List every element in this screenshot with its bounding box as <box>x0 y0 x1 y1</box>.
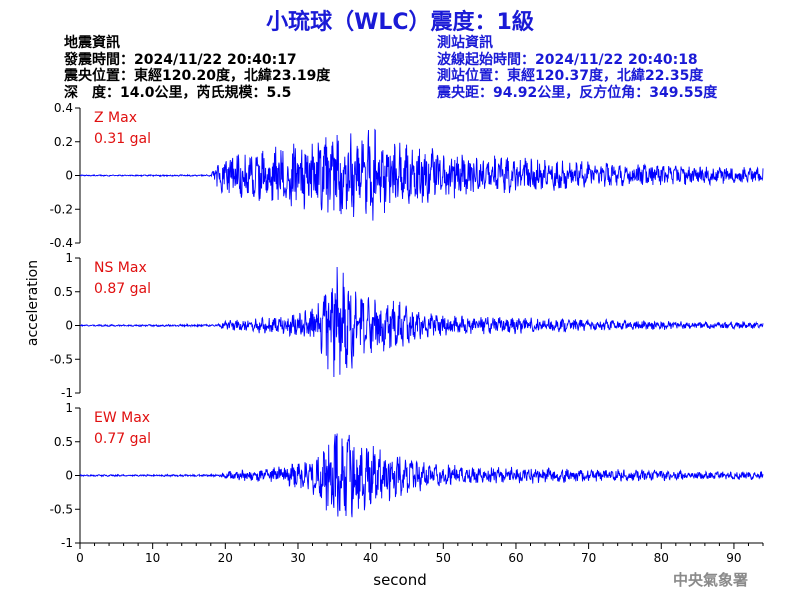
x-tick-label: 40 <box>363 551 378 565</box>
earthquake-info-heading: 地震資訊 <box>64 35 120 51</box>
y-tick-label: 0 <box>65 169 73 183</box>
x-tick-label: 20 <box>218 551 233 565</box>
x-axis-label: second <box>373 571 427 589</box>
origin-time: 發震時間：2024/11/22 20:40:17 <box>64 51 297 68</box>
max-value: 0.87 gal <box>94 281 151 297</box>
x-tick-label: 50 <box>436 551 451 565</box>
epicentral-distance: 震央距：94.92公里，反方位角：349.55度 <box>437 84 718 101</box>
max-value: 0.77 gal <box>94 431 151 447</box>
max-label: Z Max <box>94 110 137 126</box>
y-axis-label: acceleration <box>25 260 41 346</box>
station-location: 測站位置：東經120.37度，北緯22.35度 <box>437 68 704 84</box>
station-info: 測站資訊 波線起始時間：2024/11/22 20:40:18 測站位置：東經120… <box>437 35 717 101</box>
waveform-trace-ew <box>79 433 764 518</box>
y-tick-label: -0.4 <box>50 236 73 250</box>
x-tick-label: 60 <box>508 551 523 565</box>
x-tick-label: 80 <box>654 551 669 565</box>
y-tick-label: 0.5 <box>54 435 73 449</box>
y-tick-label: 1 <box>65 251 73 265</box>
y-tick-label: -0.2 <box>50 202 73 216</box>
x-tick-label: 90 <box>726 551 741 565</box>
earthquake-info: 地震資訊 發震時間：2024/11/22 20:40:17 震央位置：東經120.2… <box>64 35 330 101</box>
station-info-heading: 測站資訊 <box>437 35 493 51</box>
y-tick-label: 0.5 <box>54 285 73 299</box>
epicenter-location: 震央位置：東經120.20度，北緯23.19度 <box>64 68 331 84</box>
y-tick-label: 0.4 <box>54 101 73 115</box>
depth-magnitude: 深 度：14.0公里，芮氏規模：5.5 <box>64 84 292 101</box>
x-tick-label: 10 <box>145 551 160 565</box>
x-tick-label: 0 <box>76 551 84 565</box>
x-axis: 0 10 20 30 40 50 60 70 80 90 <box>76 542 764 565</box>
y-tick-label: 1 <box>65 401 73 415</box>
y-tick-label: -1 <box>61 386 73 400</box>
waveform-trace-z <box>79 128 764 221</box>
agency-credit: 中央氣象署 <box>672 571 748 589</box>
panel-ns: -1 -0.5 0 0.5 1 NS Max 0.87 gal <box>50 251 764 400</box>
y-tick-label: -1 <box>61 536 73 550</box>
max-label: NS Max <box>94 260 147 276</box>
x-tick-label: 70 <box>581 551 596 565</box>
y-tick-label: -0.5 <box>50 502 73 516</box>
panel-z: -0.4 -0.2 0 0.2 0.4 Z Max 0.31 gal <box>50 101 764 250</box>
max-label: EW Max <box>94 410 150 426</box>
y-tick-label: 0 <box>65 469 73 483</box>
y-tick-label: -0.5 <box>50 352 73 366</box>
waveform-trace-ns <box>79 266 764 378</box>
y-tick-label: 0 <box>65 319 73 333</box>
page-title: 小琉球（WLC）震度：1級 <box>266 10 534 35</box>
wave-start-time: 波線起始時間：2024/11/22 20:40:18 <box>437 51 698 68</box>
seismogram-panels: -0.4 -0.2 0 0.2 0.4 Z Max 0.31 gal -1 -0.5 0 0.5 1 N… <box>50 101 764 565</box>
panel-ew: -1 -0.5 0 0.5 1 EW Max 0.77 gal <box>50 401 764 550</box>
max-value: 0.31 gal <box>94 131 151 147</box>
y-tick-label: 0.2 <box>54 135 73 149</box>
x-tick-label: 30 <box>290 551 305 565</box>
